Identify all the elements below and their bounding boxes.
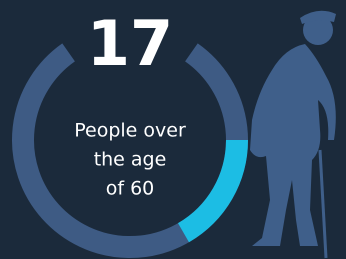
infographic: 17 People over the age of 60 xyxy=(0,0,346,259)
page: {"stat": {"value": "17", "label_lines": … xyxy=(0,0,346,259)
stat-label: of 60 xyxy=(106,178,155,200)
stat-value: 17 xyxy=(87,7,173,80)
stat-label: People over xyxy=(74,120,186,142)
stat-label: the age xyxy=(94,149,167,171)
